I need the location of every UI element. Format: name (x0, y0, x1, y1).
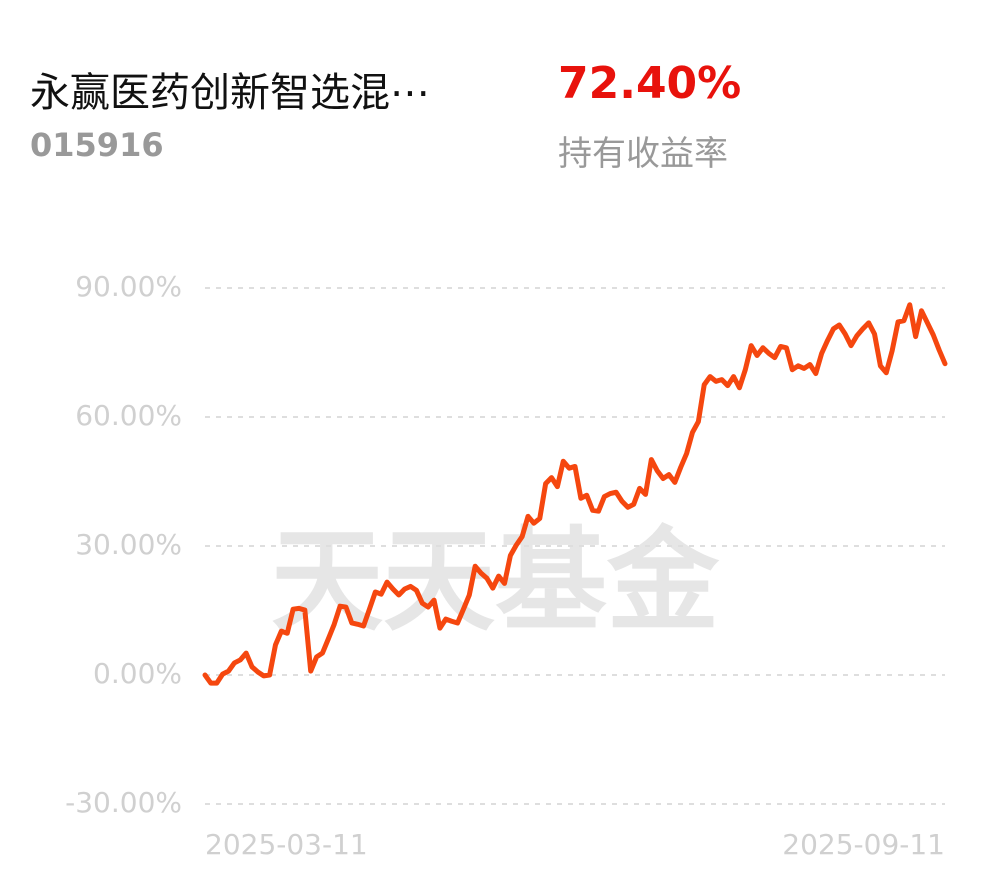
return-value: 72.40% (558, 58, 742, 109)
y-tick-label: 30.00% (75, 528, 182, 561)
y-tick-label: 0.00% (93, 657, 182, 690)
y-tick-label: -30.00% (65, 786, 182, 819)
return-label: 持有收益率 (558, 134, 728, 174)
line (202, 302, 948, 686)
x-tick-label: 2025-03-11 (205, 828, 368, 861)
y-tick-label: 90.00% (75, 270, 182, 303)
y-tick-label: 60.00% (75, 399, 182, 432)
fund-name: 永赢医药创新智选混⋯ (30, 70, 430, 116)
x-tick-label: 2025-09-11 (782, 828, 945, 861)
fund-code: 015916 (30, 126, 164, 164)
